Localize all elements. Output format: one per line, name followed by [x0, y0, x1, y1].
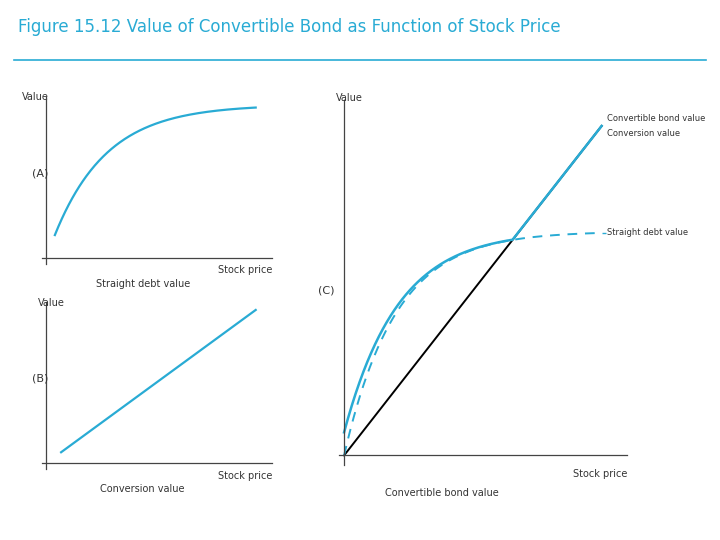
Text: Value: Value — [336, 93, 363, 103]
Text: Straight debt value: Straight debt value — [607, 228, 688, 238]
Text: Convertible bond value: Convertible bond value — [385, 488, 499, 498]
Text: (A): (A) — [32, 168, 48, 179]
Text: Stock price: Stock price — [573, 469, 627, 478]
Text: Figure 15.12 Value of Convertible Bond as Function of Stock Price: Figure 15.12 Value of Convertible Bond a… — [18, 18, 561, 36]
Text: Copyright © 2010 McGraw-Hill Education. All rights reserved. No reproduction or : Copyright © 2010 McGraw-Hill Education. … — [7, 524, 544, 530]
Text: Convertible bond value: Convertible bond value — [607, 113, 705, 123]
Text: Stock price: Stock price — [218, 265, 272, 275]
Text: (B): (B) — [32, 374, 48, 384]
Text: Conversion value: Conversion value — [607, 129, 680, 138]
Text: 31: 31 — [694, 522, 709, 532]
Text: Stock price: Stock price — [218, 471, 272, 481]
Text: (C): (C) — [318, 286, 335, 296]
Text: Conversion value: Conversion value — [101, 484, 185, 495]
Text: Straight debt value: Straight debt value — [96, 279, 190, 289]
Text: Value: Value — [38, 298, 65, 308]
Text: Value: Value — [22, 92, 48, 102]
